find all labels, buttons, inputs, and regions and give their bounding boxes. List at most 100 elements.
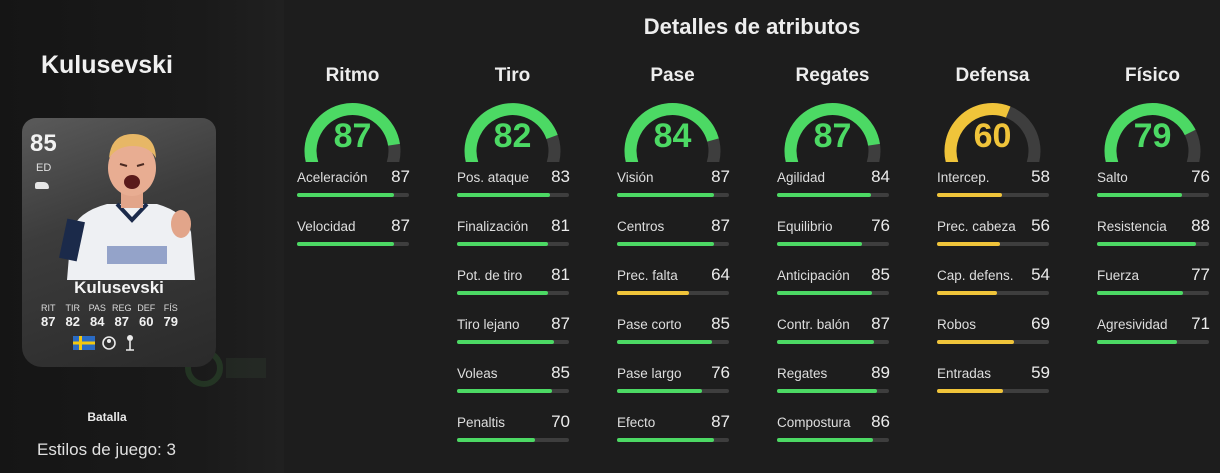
- attribute-bar-fill: [937, 242, 1000, 246]
- attribute-bar-fill: [1097, 340, 1177, 344]
- attribute-bar-fill: [937, 193, 1002, 197]
- attribute-label: Anticipación: [777, 268, 850, 283]
- attribute-row: Fuerza 77: [1097, 265, 1212, 308]
- attribute-value: 70: [551, 412, 570, 431]
- attribute-label: Pase corto: [617, 317, 682, 332]
- attribute-row: Prec. falta 64: [617, 265, 732, 308]
- attribute-value: 54: [1031, 265, 1050, 284]
- card-stat-4: DEF 60: [134, 303, 159, 329]
- card-stat-0: RIT 87: [36, 303, 61, 329]
- attribute-bar-fill: [457, 242, 548, 246]
- attribute-bar-fill: [777, 438, 874, 442]
- card-stat-label: REG: [111, 303, 132, 313]
- card-stat-value: 84: [90, 314, 105, 329]
- card-stat-label: RIT: [41, 303, 56, 313]
- attribute-label: Pot. de tiro: [457, 268, 523, 283]
- attribute-bar-track: [617, 438, 729, 442]
- attribute-row: Efecto 87: [617, 412, 732, 455]
- attribute-bar-track: [617, 389, 729, 393]
- attribute-bar-track: [937, 193, 1049, 197]
- attribute-row: Pase corto 85: [617, 314, 732, 357]
- attribute-bar-fill: [617, 291, 689, 295]
- category-ritmo: Ritmo 87 Aceleración 87 Velocidad 87: [285, 64, 445, 246]
- gauge-fill: [464, 103, 558, 162]
- attribute-row: Salto 76: [1097, 167, 1212, 210]
- category-rating: 87: [813, 117, 852, 155]
- card-stat-label: FÍS: [163, 303, 178, 313]
- attribute-bar-fill: [777, 340, 875, 344]
- attribute-value: 58: [1031, 167, 1050, 186]
- attribute-row: Aceleración 87: [297, 167, 412, 210]
- attribute-value: 77: [1191, 265, 1210, 284]
- attribute-value: 85: [711, 314, 730, 333]
- playstyles-count[interactable]: Estilos de juego: 3: [37, 440, 176, 459]
- attribute-row: Centros 87: [617, 216, 732, 259]
- attribute-row: Robos 69: [937, 314, 1052, 357]
- attribute-row: Tiro lejano 87: [457, 314, 572, 357]
- attribute-value: 89: [871, 363, 890, 382]
- attribute-bar-track: [937, 291, 1049, 295]
- play-style-label: Batalla: [87, 410, 127, 424]
- gauge-fill: [944, 103, 1011, 162]
- attribute-row: Resistencia 88: [1097, 216, 1212, 259]
- attribute-bar-fill: [777, 389, 877, 393]
- attribute-bar-track: [937, 389, 1049, 393]
- attribute-value: 83: [551, 167, 570, 186]
- category-regates: Regates 87 Agilidad 84 Equilibrio 76 Anticipac…: [765, 64, 925, 442]
- attribute-bar-track: [777, 193, 889, 197]
- attribute-label: Pos. ataque: [457, 170, 530, 185]
- attribute-label: Prec. falta: [617, 268, 678, 283]
- attribute-label: Fuerza: [1097, 268, 1140, 283]
- attribute-label: Agilidad: [777, 170, 826, 185]
- category-title: Regates: [795, 65, 870, 86]
- attribute-row: Regates 89: [777, 363, 892, 406]
- attribute-label: Finalización: [457, 219, 529, 234]
- attribute-bar-track: [1097, 242, 1209, 246]
- card-rating: 85: [30, 130, 57, 157]
- attribute-value: 81: [551, 216, 570, 235]
- attribute-row: Velocidad 87: [297, 216, 412, 259]
- category-rating: 60: [973, 117, 1012, 155]
- player-card[interactable]: 85 ED: [22, 118, 216, 367]
- attribute-value: 87: [551, 314, 570, 333]
- attribute-bar-fill: [937, 389, 1004, 393]
- attribute-value: 87: [711, 167, 730, 186]
- category-gauge: 87: [285, 94, 420, 162]
- attribute-row: Visión 87: [617, 167, 732, 210]
- attribute-row: Compostura 86: [777, 412, 892, 455]
- attribute-row: Finalización 81: [457, 216, 572, 259]
- card-stat-value: 87: [41, 314, 56, 329]
- category-gauge: 84: [605, 94, 740, 162]
- attribute-bar-fill: [1097, 291, 1184, 295]
- attribute-bar-fill: [1097, 193, 1183, 197]
- attribute-row: Cap. defens. 54: [937, 265, 1052, 308]
- attribute-bar-fill: [457, 389, 553, 393]
- card-badges: [73, 334, 137, 352]
- category-rating: 82: [493, 117, 532, 155]
- attribute-bar-track: [457, 340, 569, 344]
- attribute-value: 87: [711, 412, 730, 431]
- attribute-bar-track: [457, 193, 569, 197]
- attribute-label: Velocidad: [297, 219, 356, 234]
- attribute-bar-fill: [937, 291, 998, 295]
- attribute-label: Voleas: [457, 366, 498, 381]
- attribute-bar-track: [297, 242, 409, 246]
- attribute-label: Visión: [617, 170, 654, 185]
- attribute-bar-fill: [617, 438, 715, 442]
- attribute-value: 64: [711, 265, 730, 284]
- card-stat-value: 79: [163, 314, 178, 329]
- boot-icon: [35, 182, 49, 189]
- attribute-label: Resistencia: [1097, 219, 1167, 234]
- attribute-bar-track: [297, 193, 409, 197]
- category-title: Ritmo: [325, 65, 380, 86]
- attribute-bar-fill: [457, 438, 536, 442]
- attribute-label: Efecto: [617, 415, 656, 430]
- card-stat-5: FÍS 79: [159, 303, 184, 329]
- category-defensa: Defensa 60 Intercep. 58 Prec. cabeza 56 Cap. d…: [925, 64, 1085, 393]
- attribute-value: 85: [871, 265, 890, 284]
- card-position: ED: [36, 162, 52, 174]
- attribute-value: 87: [711, 216, 730, 235]
- sweden-flag-icon: [73, 336, 95, 350]
- attribute-label: Regates: [777, 366, 828, 381]
- attribute-row: Pase largo 76: [617, 363, 732, 406]
